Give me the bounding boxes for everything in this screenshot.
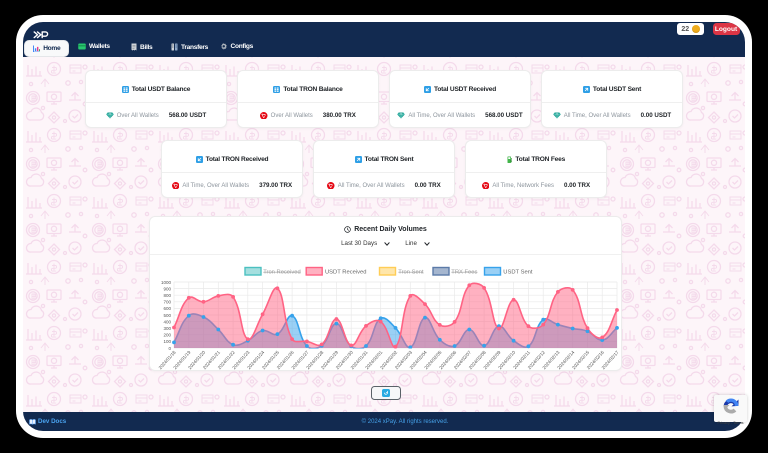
svg-text:800: 800 (163, 293, 171, 298)
svg-text:500: 500 (163, 313, 171, 318)
svg-text:100: 100 (163, 339, 171, 344)
svg-text:Tron Received: Tron Received (263, 270, 300, 276)
svg-text:Tron Sent: Tron Sent (398, 270, 424, 276)
svg-text:USDT Received: USDT Received (325, 270, 366, 276)
svg-text:400: 400 (163, 319, 171, 324)
svg-text:T: T (556, 113, 558, 117)
svg-text:T: T (109, 113, 111, 117)
svg-text:600: 600 (163, 306, 171, 311)
svg-text:300: 300 (163, 326, 171, 331)
svg-text:0: 0 (168, 346, 171, 351)
svg-text:TRX Fees: TRX Fees (451, 270, 477, 276)
svg-text:700: 700 (163, 300, 171, 305)
svg-text:900: 900 (163, 286, 171, 291)
svg-text:1000: 1000 (161, 280, 172, 285)
svg-text:200: 200 (163, 333, 171, 338)
svg-text:T: T (400, 113, 402, 117)
svg-text:USDT Sent: USDT Sent (503, 270, 533, 276)
